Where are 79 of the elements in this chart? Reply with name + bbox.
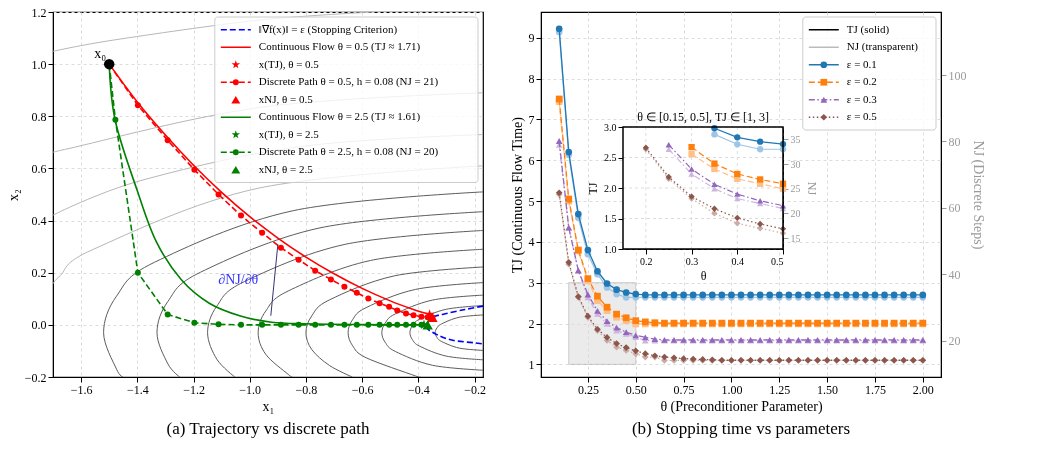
y-tick-label: 0.6 xyxy=(31,161,47,176)
x-tick-label: −0.2 xyxy=(464,382,486,397)
legend-label: NJ (transparent) xyxy=(846,40,919,54)
y-tick-label: 2.5 xyxy=(604,152,617,163)
x-tick-label: −1.6 xyxy=(70,382,93,397)
x-tick-label: 1.00 xyxy=(721,382,743,397)
y-tick-label: 1.2 xyxy=(31,5,47,20)
x-tick-label: −0.6 xyxy=(351,382,374,397)
x-tick-label: 0.5 xyxy=(771,255,784,267)
chart-title: θ ∈ [0.15, 0.5], TJ ∈ [1, 3] xyxy=(637,110,769,124)
legend-label: TJ (solid) xyxy=(846,22,890,36)
y2-axis-title: NJ xyxy=(804,181,819,196)
x-tick-label: 0.25 xyxy=(577,382,599,397)
y2-axis-title: NJ (Discrete Steps) xyxy=(969,140,986,250)
legend-label: xNJ, θ = 0.5 xyxy=(258,92,314,105)
legend-label: ε = 0.5 xyxy=(846,110,878,123)
annotation: x₀ xyxy=(94,46,107,62)
legend-label: Discrete Path θ = 2.5, h = 0.08 (NJ = 20) xyxy=(258,145,439,159)
legend-label: x(TJ), θ = 0.5 xyxy=(258,57,320,71)
y-tick-label: 3.0 xyxy=(604,121,617,133)
y-tick-label: 5 xyxy=(528,194,535,209)
x-tick-label: 2.00 xyxy=(912,382,934,397)
x-axis-title: x₁ xyxy=(262,398,275,414)
x-axis-title: θ xyxy=(700,268,707,283)
y-tick-label: −0.2 xyxy=(24,370,47,385)
y-tick-label: 2 xyxy=(528,317,535,332)
legend-label: Discrete Path θ = 0.5, h = 0.08 (NJ = 21) xyxy=(258,75,439,89)
x-tick-label: 0.50 xyxy=(625,382,647,397)
y-tick-label: 0.0 xyxy=(31,318,47,333)
y-axis-title: TJ (Continuous Flow Time) xyxy=(509,116,526,273)
y2-tick-label: 40 xyxy=(948,267,961,282)
x-tick-label: 0.3 xyxy=(685,255,699,267)
y2-tick-label: 20 xyxy=(790,207,801,219)
y2-tick-label: 80 xyxy=(948,134,961,149)
x-tick-label: 1.25 xyxy=(769,382,791,397)
x-tick-label: 0.2 xyxy=(640,255,653,267)
legend-label: Continuous Flow θ = 2.5 (TJ ≈ 1.61) xyxy=(258,110,421,124)
x-tick-label: −0.8 xyxy=(295,382,318,397)
y-tick-label: 1.0 xyxy=(604,243,617,255)
y2-tick-label: 20 xyxy=(948,334,961,348)
x-tick-label: 0.75 xyxy=(673,382,695,397)
x-axis-title: θ (Preconditioner Parameter) xyxy=(660,398,823,415)
y-tick-label: 4 xyxy=(528,235,535,250)
legend-label: ‖∇f(x)‖ = ε (Stopping Criterion) xyxy=(258,22,398,36)
y2-tick-label: 35 xyxy=(790,133,801,145)
legend-label: ε = 0.2 xyxy=(846,75,877,88)
x-tick-label: −1.0 xyxy=(239,382,262,397)
y-tick-label: 2.0 xyxy=(604,182,617,194)
x-tick-label: 1.75 xyxy=(864,382,886,397)
legend-label: ε = 0.3 xyxy=(846,92,878,105)
y2-tick-label: 15 xyxy=(790,232,801,244)
y-tick-label: 6 xyxy=(528,153,535,168)
y-axis-title: TJ xyxy=(586,182,600,195)
y-tick-label: 0.4 xyxy=(31,214,47,229)
legend-label: Continuous Flow θ = 0.5 (TJ ≈ 1.71) xyxy=(258,40,421,54)
y-tick-label: 0.2 xyxy=(31,266,47,281)
legend-label: x(TJ), θ = 2.5 xyxy=(258,127,320,141)
y-tick-label: 1 xyxy=(528,357,535,372)
x-tick-label: −1.2 xyxy=(183,382,205,397)
y2-tick-label: 30 xyxy=(790,158,801,170)
x-tick-label: −0.4 xyxy=(407,382,430,397)
x-tick-label: 1.50 xyxy=(817,382,839,397)
y-tick-label: 3 xyxy=(528,276,535,291)
legend-label: ε = 0.1 xyxy=(846,57,877,70)
y-tick-label: 0.8 xyxy=(31,109,47,124)
y2-tick-label: 25 xyxy=(790,183,801,195)
x-tick-label: −1.4 xyxy=(126,382,149,397)
legend-label: xNJ, θ = 2.5 xyxy=(258,162,314,175)
y-axis-title: x₂ xyxy=(5,188,21,201)
y2-tick-label: 60 xyxy=(948,201,961,216)
y-tick-label: 9 xyxy=(528,31,535,46)
y2-tick-label: 100 xyxy=(948,68,967,83)
text: (a) Trajectory vs discrete path xyxy=(166,419,370,438)
y-tick-label: 1.5 xyxy=(604,213,617,224)
y-tick-label: 1.0 xyxy=(31,57,47,72)
y-tick-label: 8 xyxy=(528,72,535,87)
text: (b) Stopping time vs parameters xyxy=(631,419,851,438)
x-tick-label: 0.4 xyxy=(731,255,745,267)
y-tick-label: 7 xyxy=(528,112,535,127)
